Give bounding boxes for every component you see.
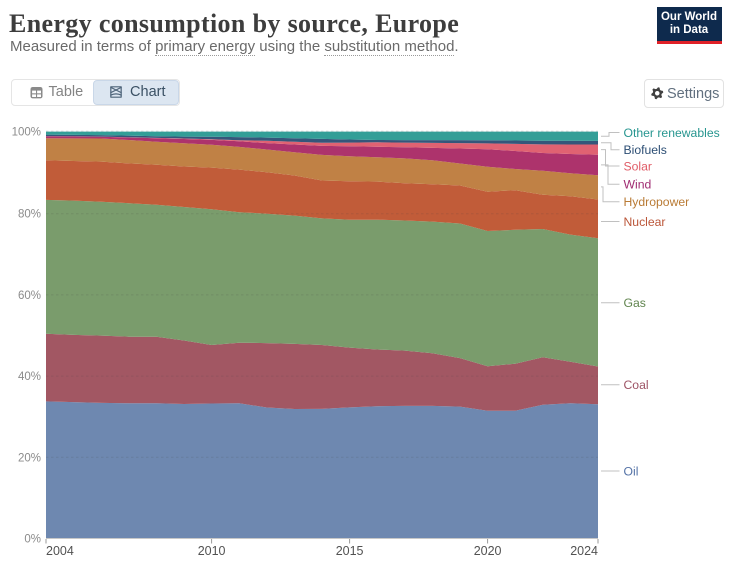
svg-text:20%: 20% — [18, 452, 41, 464]
svg-text:60%: 60% — [18, 290, 41, 302]
svg-text:40%: 40% — [18, 371, 41, 383]
svg-text:2015: 2015 — [336, 544, 364, 558]
svg-text:Biofuels: Biofuels — [624, 143, 667, 157]
svg-text:Nuclear: Nuclear — [624, 215, 666, 229]
svg-text:Gas: Gas — [624, 296, 646, 310]
svg-text:Other renewables: Other renewables — [624, 126, 720, 140]
svg-text:2004: 2004 — [46, 544, 74, 558]
svg-text:Solar: Solar — [624, 159, 652, 173]
svg-text:100%: 100% — [12, 127, 41, 139]
svg-text:Wind: Wind — [624, 178, 652, 192]
svg-text:2010: 2010 — [198, 544, 226, 558]
svg-text:Coal: Coal — [624, 378, 649, 392]
svg-text:2020: 2020 — [474, 544, 502, 558]
svg-text:Oil: Oil — [624, 464, 639, 478]
svg-text:0%: 0% — [24, 534, 41, 546]
svg-text:80%: 80% — [18, 209, 41, 221]
svg-text:2024: 2024 — [570, 544, 598, 558]
svg-text:Hydropower: Hydropower — [624, 195, 690, 209]
